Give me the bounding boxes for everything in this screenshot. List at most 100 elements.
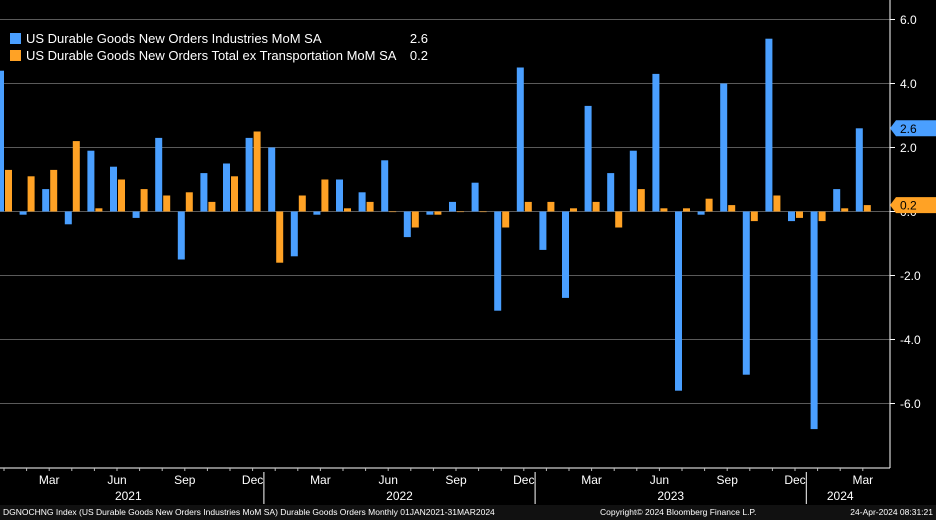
x-year-label: 2022	[386, 489, 413, 503]
bar-series-2	[95, 208, 103, 212]
bar-series-2	[5, 169, 12, 212]
bar-series-1	[245, 137, 253, 212]
bar-series-2	[615, 211, 623, 228]
legend-swatch-series-2	[10, 50, 21, 61]
x-tick-label: Sep	[445, 473, 467, 487]
bar-series-1	[177, 211, 185, 260]
bar-series-2	[841, 208, 849, 212]
bar-series-2	[298, 195, 306, 212]
x-tick-label: Mar	[852, 473, 873, 487]
bar-series-1	[539, 211, 547, 250]
x-year-label: 2021	[115, 489, 142, 503]
x-tick-label: Jun	[379, 473, 398, 487]
x-tick-label: Dec	[784, 473, 805, 487]
bar-series-2	[502, 211, 510, 228]
bar-series-1	[765, 38, 773, 212]
bar-series-2	[140, 189, 148, 212]
legend-label-series-2: US Durable Goods New Orders Total ex Tra…	[26, 48, 397, 63]
footer-timestamp: 24-Apr-2024 08:31:21	[850, 507, 933, 517]
bar-series-2	[434, 211, 442, 215]
bar-series-1	[155, 137, 163, 212]
bar-series-1	[200, 173, 208, 212]
last-value-box	[890, 197, 936, 214]
x-tick-label: Mar	[39, 473, 60, 487]
bar-series-2	[637, 189, 645, 212]
bar-series-2	[27, 176, 35, 212]
legend-entry-series-2[interactable]: US Durable Goods New Orders Total ex Tra…	[4, 47, 434, 64]
bar-series-1	[584, 105, 592, 212]
bar-series-1	[788, 211, 795, 222]
bar-series-2	[50, 169, 58, 212]
footer-copyright: Copyright© 2024 Bloomberg Finance L.P.	[600, 507, 757, 517]
bar-series-1	[0, 70, 4, 212]
bar-series-1	[64, 211, 72, 225]
legend-value-series-1: 2.6	[409, 31, 428, 46]
last-value-label: 2.6	[900, 122, 917, 136]
x-year-label: 2023	[657, 489, 684, 503]
legend: US Durable Goods New Orders Industries M…	[4, 30, 434, 68]
last-value-marker-series-2: 0.2	[890, 197, 936, 214]
bar-series-1	[855, 128, 863, 212]
y-tick-label: -6.0	[900, 397, 921, 411]
bar-series-1	[471, 182, 479, 212]
x-tick-label: Dec	[242, 473, 263, 487]
bar-series-1	[720, 83, 728, 212]
bar-series-2	[321, 179, 329, 212]
bar-series-2	[818, 211, 826, 222]
legend-entry-series-1[interactable]: US Durable Goods New Orders Industries M…	[4, 30, 434, 47]
bar-series-1	[313, 211, 321, 215]
bar-series-1	[562, 211, 569, 298]
bar-series-1	[358, 192, 366, 212]
bar-series-1	[87, 150, 95, 212]
bar-series-2	[457, 211, 464, 213]
bar-series-2	[705, 198, 713, 212]
x-tick-label: Sep	[174, 473, 196, 487]
bar-series-1	[675, 211, 682, 391]
bar-series-1	[697, 211, 705, 215]
bar-series-2	[796, 211, 803, 218]
bar-series-2	[728, 205, 736, 212]
y-tick-label: 2.0	[900, 141, 917, 155]
y-tick-label: -4.0	[900, 333, 921, 347]
bar-series-2	[592, 201, 600, 212]
bar-series-2	[253, 131, 261, 212]
x-tick-label: Jun	[107, 473, 126, 487]
bar-series-2	[524, 201, 532, 212]
bar-series-2	[750, 211, 758, 222]
bar-series-1	[132, 211, 140, 218]
x-tick-label: Mar	[581, 473, 602, 487]
bar-series-1	[268, 147, 276, 212]
footer: DGNOCHNG Index (US Durable Goods New Ord…	[0, 505, 936, 520]
bar-series-2	[660, 208, 668, 212]
bar-series-2	[411, 211, 419, 228]
bar-series-2	[185, 192, 193, 212]
bar-series-2	[570, 208, 577, 212]
bar-series-2	[72, 141, 80, 212]
bar-series-1	[42, 189, 50, 212]
bar-series-2	[118, 179, 125, 212]
last-value-box	[890, 120, 936, 137]
x-year-label: 2024	[827, 489, 854, 503]
bar-series-1	[19, 211, 27, 215]
bar-series-1	[290, 211, 298, 257]
bar-series-2	[547, 201, 555, 212]
bar-series-1	[810, 211, 818, 430]
last-value-label: 0.2	[900, 199, 917, 213]
bar-series-1	[742, 211, 750, 375]
bar-series-2	[276, 211, 284, 263]
y-tick-label: 6.0	[900, 13, 917, 27]
bar-series-2	[683, 208, 690, 212]
bar-series-1	[629, 150, 637, 212]
bar-series-2	[863, 205, 871, 212]
bar-series-1	[652, 73, 660, 212]
bar-series-1	[223, 163, 230, 212]
x-tick-label: Dec	[513, 473, 534, 487]
bar-series-1	[516, 67, 524, 212]
x-tick-label: Jun	[650, 473, 669, 487]
footer-source: DGNOCHNG Index (US Durable Goods New Ord…	[3, 507, 495, 517]
bar-series-1	[336, 179, 343, 212]
x-tick-label: Sep	[717, 473, 739, 487]
bar-series-1	[449, 201, 456, 212]
bar-series-1	[110, 166, 117, 212]
legend-swatch-series-1	[10, 33, 21, 44]
